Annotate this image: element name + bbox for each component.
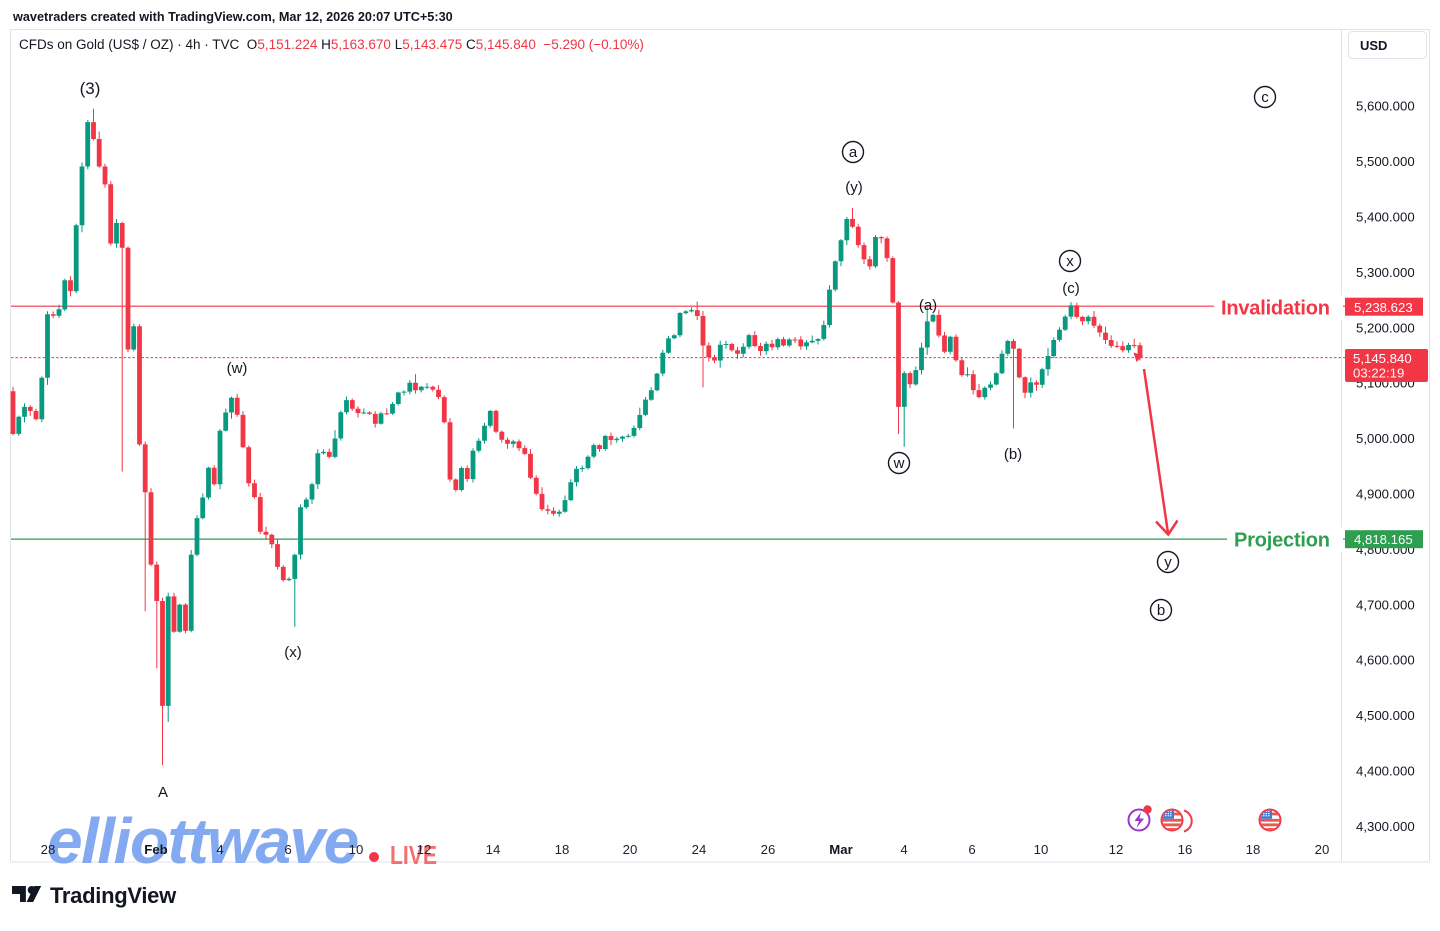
svg-text:b: b	[1157, 602, 1165, 619]
svg-text:28: 28	[41, 842, 56, 857]
svg-text:y: y	[1164, 554, 1172, 571]
svg-text:5,600.000: 5,600.000	[1356, 99, 1415, 114]
svg-text:LIVE: LIVE	[390, 840, 437, 870]
svg-text:24: 24	[692, 842, 707, 857]
svg-text:Mar: Mar	[829, 842, 852, 857]
svg-text:5,145.840: 5,145.840	[1353, 351, 1412, 366]
svg-text:4,300.000: 4,300.000	[1356, 819, 1415, 834]
svg-text:Invalidation: Invalidation	[1221, 298, 1330, 320]
svg-text:(x): (x)	[284, 644, 302, 661]
svg-text:TradingView: TradingView	[50, 883, 177, 908]
svg-text:elliottwave: elliottwave	[47, 805, 358, 877]
svg-text:6: 6	[284, 842, 291, 857]
svg-text:wavetraders created with Tradi: wavetraders created with TradingView.com…	[12, 10, 453, 24]
svg-text:4,400.000: 4,400.000	[1356, 764, 1415, 779]
svg-text:x: x	[1066, 253, 1074, 270]
svg-text:Projection: Projection	[1234, 530, 1330, 552]
svg-text:c: c	[1261, 89, 1269, 106]
svg-text:a: a	[849, 144, 858, 161]
svg-text:CFDs on Gold (US$ / OZ) · 4h ·: CFDs on Gold (US$ / OZ) · 4h · TVC O5,15…	[19, 37, 644, 52]
svg-text:16: 16	[1178, 842, 1193, 857]
svg-text:5,300.000: 5,300.000	[1356, 265, 1415, 280]
svg-text:(w): (w)	[227, 360, 248, 377]
svg-text:18: 18	[555, 842, 570, 857]
svg-text:14: 14	[486, 842, 501, 857]
svg-text:4,700.000: 4,700.000	[1356, 597, 1415, 612]
svg-text:(b): (b)	[1004, 446, 1022, 463]
svg-text:18: 18	[1246, 842, 1261, 857]
svg-text:5,000.000: 5,000.000	[1356, 431, 1415, 446]
svg-text:5,500.000: 5,500.000	[1356, 154, 1415, 169]
svg-text:26: 26	[761, 842, 776, 857]
svg-text:4,818.165: 4,818.165	[1354, 532, 1413, 547]
svg-text:(a): (a)	[919, 297, 937, 314]
svg-text:4: 4	[216, 842, 223, 857]
svg-text:4: 4	[900, 842, 907, 857]
svg-text:20: 20	[623, 842, 638, 857]
svg-text:A: A	[158, 784, 168, 801]
svg-text:4,500.000: 4,500.000	[1356, 708, 1415, 723]
svg-text:4,900.000: 4,900.000	[1356, 487, 1415, 502]
svg-text:20: 20	[1315, 842, 1330, 857]
svg-text:12: 12	[1109, 842, 1124, 857]
svg-text:USD: USD	[1360, 38, 1387, 53]
svg-text:5,400.000: 5,400.000	[1356, 210, 1415, 225]
svg-text:Feb: Feb	[144, 842, 167, 857]
svg-text:10: 10	[349, 842, 364, 857]
svg-text:6: 6	[968, 842, 975, 857]
svg-text:(3): (3)	[80, 79, 101, 98]
svg-text:5,238.623: 5,238.623	[1354, 300, 1413, 315]
svg-text:03:22:19: 03:22:19	[1353, 366, 1404, 381]
svg-text:(y): (y)	[845, 179, 863, 196]
svg-text:(c): (c)	[1062, 280, 1080, 297]
svg-text:5,200.000: 5,200.000	[1356, 320, 1415, 335]
svg-text:w: w	[893, 455, 905, 472]
svg-text:10: 10	[1034, 842, 1049, 857]
svg-text:12: 12	[417, 842, 432, 857]
svg-text:4,600.000: 4,600.000	[1356, 653, 1415, 668]
